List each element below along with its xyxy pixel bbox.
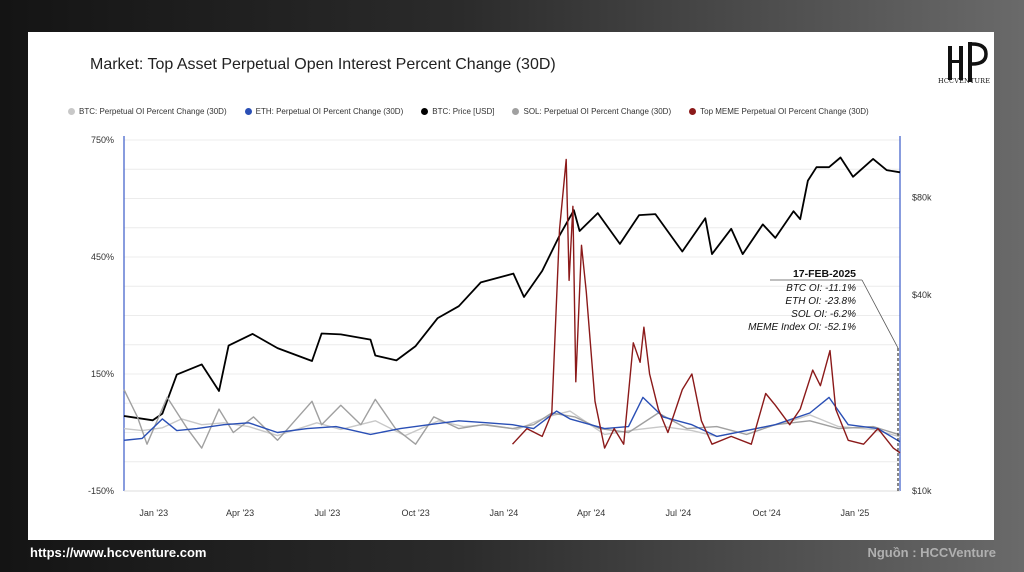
- x-tick-label: Jan '23: [139, 508, 168, 518]
- legend-item[interactable]: Top MEME Perpetual OI Percent Change (30…: [689, 107, 869, 116]
- legend-label: SOL: Perpetual OI Percent Change (30D): [523, 107, 672, 116]
- footer-source: Nguồn : HCCVenture: [867, 545, 996, 560]
- hccventure-logo-icon: [948, 42, 988, 82]
- x-tick-label: Apr '24: [577, 508, 605, 518]
- annotation-line: SOL OI: -6.2%: [791, 309, 856, 320]
- legend-swatch-icon: [244, 108, 252, 115]
- x-tick-label: Jul '23: [314, 508, 340, 518]
- y-left-tick-label: -150%: [88, 486, 114, 496]
- annotation-line: BTC OI: -11.1%: [786, 283, 856, 294]
- series-line: [123, 396, 901, 443]
- series-line: [123, 389, 901, 449]
- y-left-tick-label: 450%: [91, 252, 114, 262]
- chart-plot: 750% 450% 150% -150% $80k $40k $10k Jan '23 Apr …: [88, 135, 932, 518]
- chart-title: Market: Top Asset Perpetual Open Interes…: [90, 56, 556, 73]
- legend-label: BTC: Price [USD]: [432, 107, 495, 116]
- series-line: [511, 158, 901, 454]
- legend-swatch-icon: [512, 108, 520, 115]
- y-right-tick-label: $10k: [912, 486, 932, 496]
- chart-legend: BTC: Perpetual OI Percent Change (30D) ET…: [68, 107, 869, 116]
- legend-item[interactable]: SOL: Perpetual OI Percent Change (30D): [512, 107, 671, 116]
- annotation-line: MEME Index OI: -52.1%: [748, 322, 856, 333]
- legend-item[interactable]: BTC: Perpetual OI Percent Change (30D): [68, 107, 227, 116]
- y-right-tick-label: $40k: [912, 290, 932, 300]
- series-line: [123, 156, 901, 422]
- legend-item[interactable]: BTC: Price [USD]: [421, 107, 494, 116]
- x-tick-label: Apr '23: [226, 508, 254, 518]
- legend-label: ETH: Perpetual OI Percent Change (30D): [255, 107, 404, 116]
- legend-label: Top MEME Perpetual OI Percent Change (30…: [700, 107, 869, 116]
- annotation-leader: [861, 279, 899, 349]
- y-left-tick-label: 150%: [91, 369, 114, 379]
- annotation-date: 17-FEB-2025: [793, 268, 856, 280]
- y-right-tick-label: $80k: [912, 192, 932, 202]
- legend-swatch-icon: [421, 108, 429, 115]
- x-tick-label: Jan '25: [841, 508, 870, 518]
- logo-text: HCCVENTURE: [938, 77, 991, 85]
- annotation-line: ETH OI: -23.8%: [785, 296, 856, 307]
- legend-item[interactable]: ETH: Perpetual OI Percent Change (30D): [244, 107, 404, 116]
- y-left-tick-label: 750%: [91, 135, 114, 145]
- legend-label: BTC: Perpetual OI Percent Change (30D): [79, 107, 227, 116]
- x-tick-label: Jan '24: [489, 508, 518, 518]
- legend-swatch-icon: [689, 108, 697, 115]
- legend-swatch-icon: [68, 108, 75, 115]
- x-tick-label: Oct '23: [401, 508, 429, 518]
- x-tick-label: Jul '24: [666, 508, 692, 518]
- footer-url[interactable]: https://www.hccventure.com: [30, 545, 207, 560]
- x-tick-label: Oct '24: [753, 508, 781, 518]
- chart-card: Market: Top Asset Perpetual Open Interes…: [28, 32, 994, 540]
